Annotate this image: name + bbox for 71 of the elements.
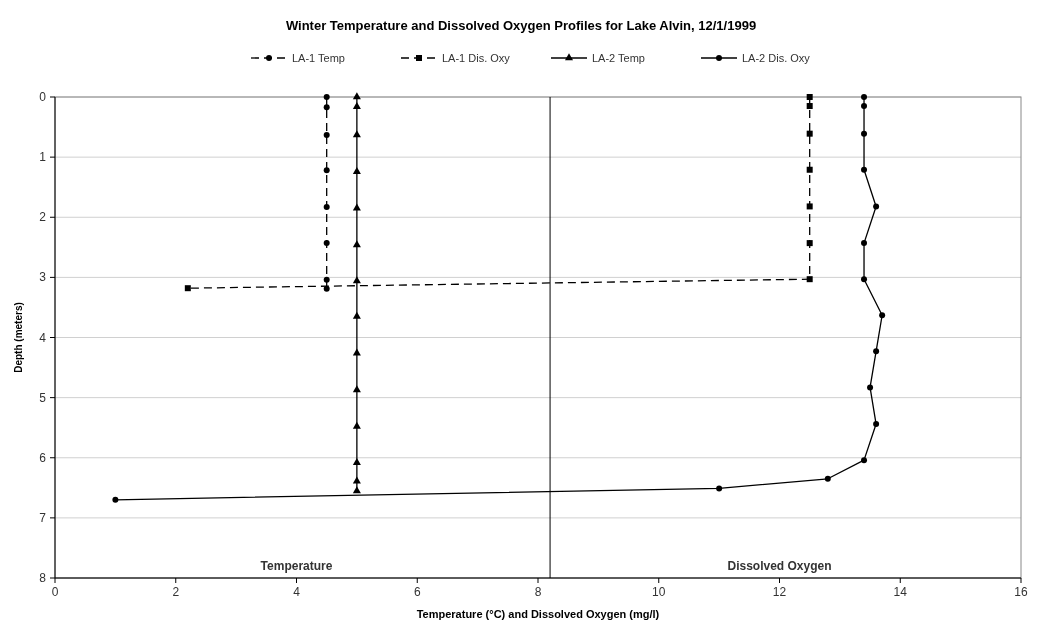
point [352, 130, 361, 138]
point [323, 240, 330, 247]
legend-label: LA-1 Dis. Oxy [442, 52, 511, 64]
point [323, 276, 330, 283]
legend-label: LA-1 Temp [292, 52, 345, 64]
point [323, 94, 330, 100]
point [352, 92, 361, 100]
y-tick-label: 1 [39, 150, 47, 165]
point [352, 476, 361, 484]
point [806, 94, 813, 100]
point [323, 131, 330, 138]
y-tick-label: 5 [39, 390, 47, 405]
y-tick-label: 7 [39, 510, 47, 525]
x-tick-label: 12 [772, 585, 787, 599]
point [824, 475, 831, 482]
point [323, 204, 330, 211]
x-tick-label: 8 [534, 585, 542, 599]
point [873, 348, 880, 355]
point [352, 166, 361, 174]
x-tick-label: 2 [172, 585, 180, 599]
x-tick-label: 16 [1014, 585, 1028, 599]
point [352, 486, 361, 494]
point [867, 384, 874, 391]
point [352, 101, 361, 109]
legend-label: LA-2 Dis. Oxy [742, 52, 811, 64]
point [352, 276, 361, 284]
point [873, 421, 880, 428]
y-tick-label: 6 [39, 450, 47, 465]
point [861, 94, 868, 100]
x-tick-label: 6 [413, 585, 421, 599]
y-tick-label: 0 [39, 90, 47, 104]
chart-title: Winter Temperature and Dissolved Oxygen Profiles for Lake Alvin, 12/1/1999 [285, 18, 757, 33]
point [352, 311, 361, 319]
y-tick-label: 4 [39, 330, 47, 345]
point [323, 104, 330, 111]
point [323, 167, 330, 174]
y-tick-label: 8 [39, 571, 47, 585]
point [879, 312, 886, 319]
point [352, 421, 361, 429]
point [806, 276, 813, 283]
point [861, 103, 868, 110]
point [873, 203, 880, 210]
y-tick-label: 3 [39, 270, 47, 285]
x-tick-label: 14 [893, 585, 908, 599]
point [861, 240, 868, 247]
point [352, 240, 361, 248]
point [352, 203, 361, 211]
point [806, 166, 813, 173]
point [806, 103, 813, 110]
point [323, 285, 330, 292]
annotation: Temperature [260, 559, 333, 573]
point [806, 130, 813, 137]
point [352, 457, 361, 465]
point [716, 485, 723, 492]
y-axis-title: Depth (meters) [13, 302, 24, 373]
point [352, 385, 361, 393]
point [112, 496, 119, 503]
point [806, 240, 813, 247]
legend-label: LA-2 Temp [592, 52, 645, 64]
x-tick-label: 10 [652, 585, 666, 599]
point [861, 457, 868, 464]
x-tick-label: 4 [293, 585, 301, 599]
point [861, 276, 868, 283]
point [861, 166, 868, 173]
point [806, 203, 813, 210]
x-axis-title: Temperature (°C) and Dissolved Oxygen (mg/l) [416, 608, 660, 620]
y-tick-label: 2 [39, 210, 47, 225]
annotation: Dissolved Oxygen [727, 559, 832, 573]
point [184, 285, 191, 292]
x-tick-label: 0 [51, 585, 59, 599]
point [861, 130, 868, 137]
